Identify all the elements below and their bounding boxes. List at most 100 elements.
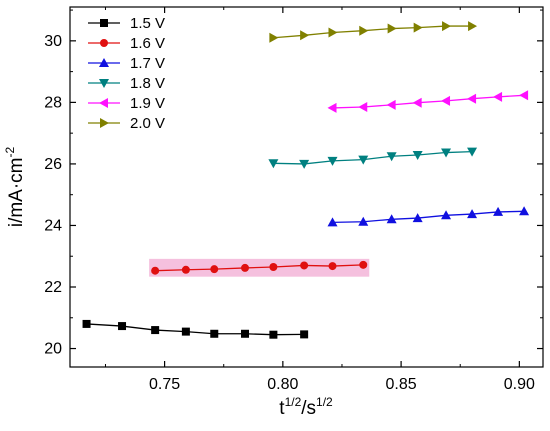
x-tick-label: 0.90 [504,376,535,393]
data-point [269,263,278,271]
data-point [441,95,451,106]
legend-label: 1.5 V [130,15,165,32]
legend-item: 2.0 V [88,115,165,132]
legend-label: 1.8 V [130,75,165,92]
data-point [386,99,396,110]
data-point [386,214,397,224]
data-point [359,260,368,269]
legend-item: 1.7 V [88,55,165,72]
series-1.9v [327,90,529,113]
data-point [151,326,160,335]
legend-marker [100,19,108,27]
legend: 1.5 V 1.6 V 1.7 V 1.8 V 1.9 V 2.0 V [88,15,165,132]
data-point [412,213,423,223]
y-tick-label: 22 [44,279,62,296]
data-point [358,216,369,226]
data-point [327,217,338,227]
legend-item: 1.8 V [88,75,165,92]
y-tick-label: 20 [44,341,62,358]
legend-label: 1.6 V [130,35,165,52]
data-point [519,206,530,216]
data-point [467,209,478,219]
legend-marker [99,58,109,67]
data-point [493,206,504,216]
data-point [442,21,452,32]
legend-item: 1.9 V [88,95,165,112]
data-point [327,156,338,166]
data-point [328,262,337,271]
x-axis: 0.75 0.80 0.85 0.90 [104,7,535,393]
x-axis-label: t1/2/s1/2 [279,395,333,419]
data-point [300,261,309,270]
data-point [269,32,279,43]
data-point [386,152,397,162]
data-point [300,330,309,339]
data-point [359,25,369,36]
data-point [412,97,422,108]
data-point [118,322,127,331]
x-axis-label-sup1: 1/2 [285,395,302,409]
data-point [467,93,477,104]
legend-label: 1.7 V [130,55,165,72]
x-tick-label: 0.85 [386,376,417,393]
data-point [358,102,368,112]
series-2.0v [269,21,478,43]
y-axis-label: i/mA·cm-2 [3,147,27,228]
y-axis: 20 22 24 26 28 30 [44,9,543,358]
data-point [467,147,478,157]
series-1.7v [327,206,530,227]
series-line [273,25,473,39]
series-line [155,264,364,272]
legend-marker [100,39,108,47]
data-point [327,102,337,113]
data-point [241,263,250,272]
series-1.5v [82,319,309,339]
data-point [82,319,91,328]
legend-item: 1.5 V [88,15,165,32]
y-tick-label: 28 [44,94,62,111]
x-axis-label-sup2: 1/2 [316,395,333,409]
legend-label: 1.9 V [130,95,165,112]
legend-label: 2.0 V [130,115,165,132]
data-point [328,27,338,38]
data-point [181,265,190,274]
series-line [86,323,305,336]
x-axis-label-mid: /s [301,398,316,419]
series-layer [82,21,530,339]
series-1.8v [268,147,478,169]
data-point [151,266,160,275]
data-point [413,22,423,33]
x-tick-label: 0.75 [149,376,180,393]
data-point [493,91,503,102]
y-axis-label-base: i/mA·cm [6,158,27,228]
data-point [441,210,452,220]
legend-marker [100,118,109,128]
data-point [268,159,279,169]
data-point [210,265,219,274]
data-point [441,148,452,158]
data-point [300,30,310,41]
data-point [241,329,250,338]
data-point [210,329,219,338]
y-tick-label: 26 [44,156,62,173]
data-point [358,155,369,165]
y-tick-label: 30 [44,33,62,50]
data-point [269,330,278,339]
x-tick-label: 0.80 [267,376,298,393]
legend-marker [99,98,108,108]
data-point [387,23,397,34]
legend-item: 1.6 V [88,35,165,52]
plot-frame [69,6,544,368]
series-1.6v [151,260,368,275]
data-point [181,327,190,336]
series-line [273,150,473,165]
y-axis-label-sup: -2 [3,147,17,158]
y-tick-label: 24 [44,217,62,234]
data-point [468,21,478,32]
data-point [412,151,423,160]
data-point [299,159,310,169]
series-line [332,210,525,224]
x-axis-label-base: t [279,398,285,419]
legend-marker [99,79,109,88]
